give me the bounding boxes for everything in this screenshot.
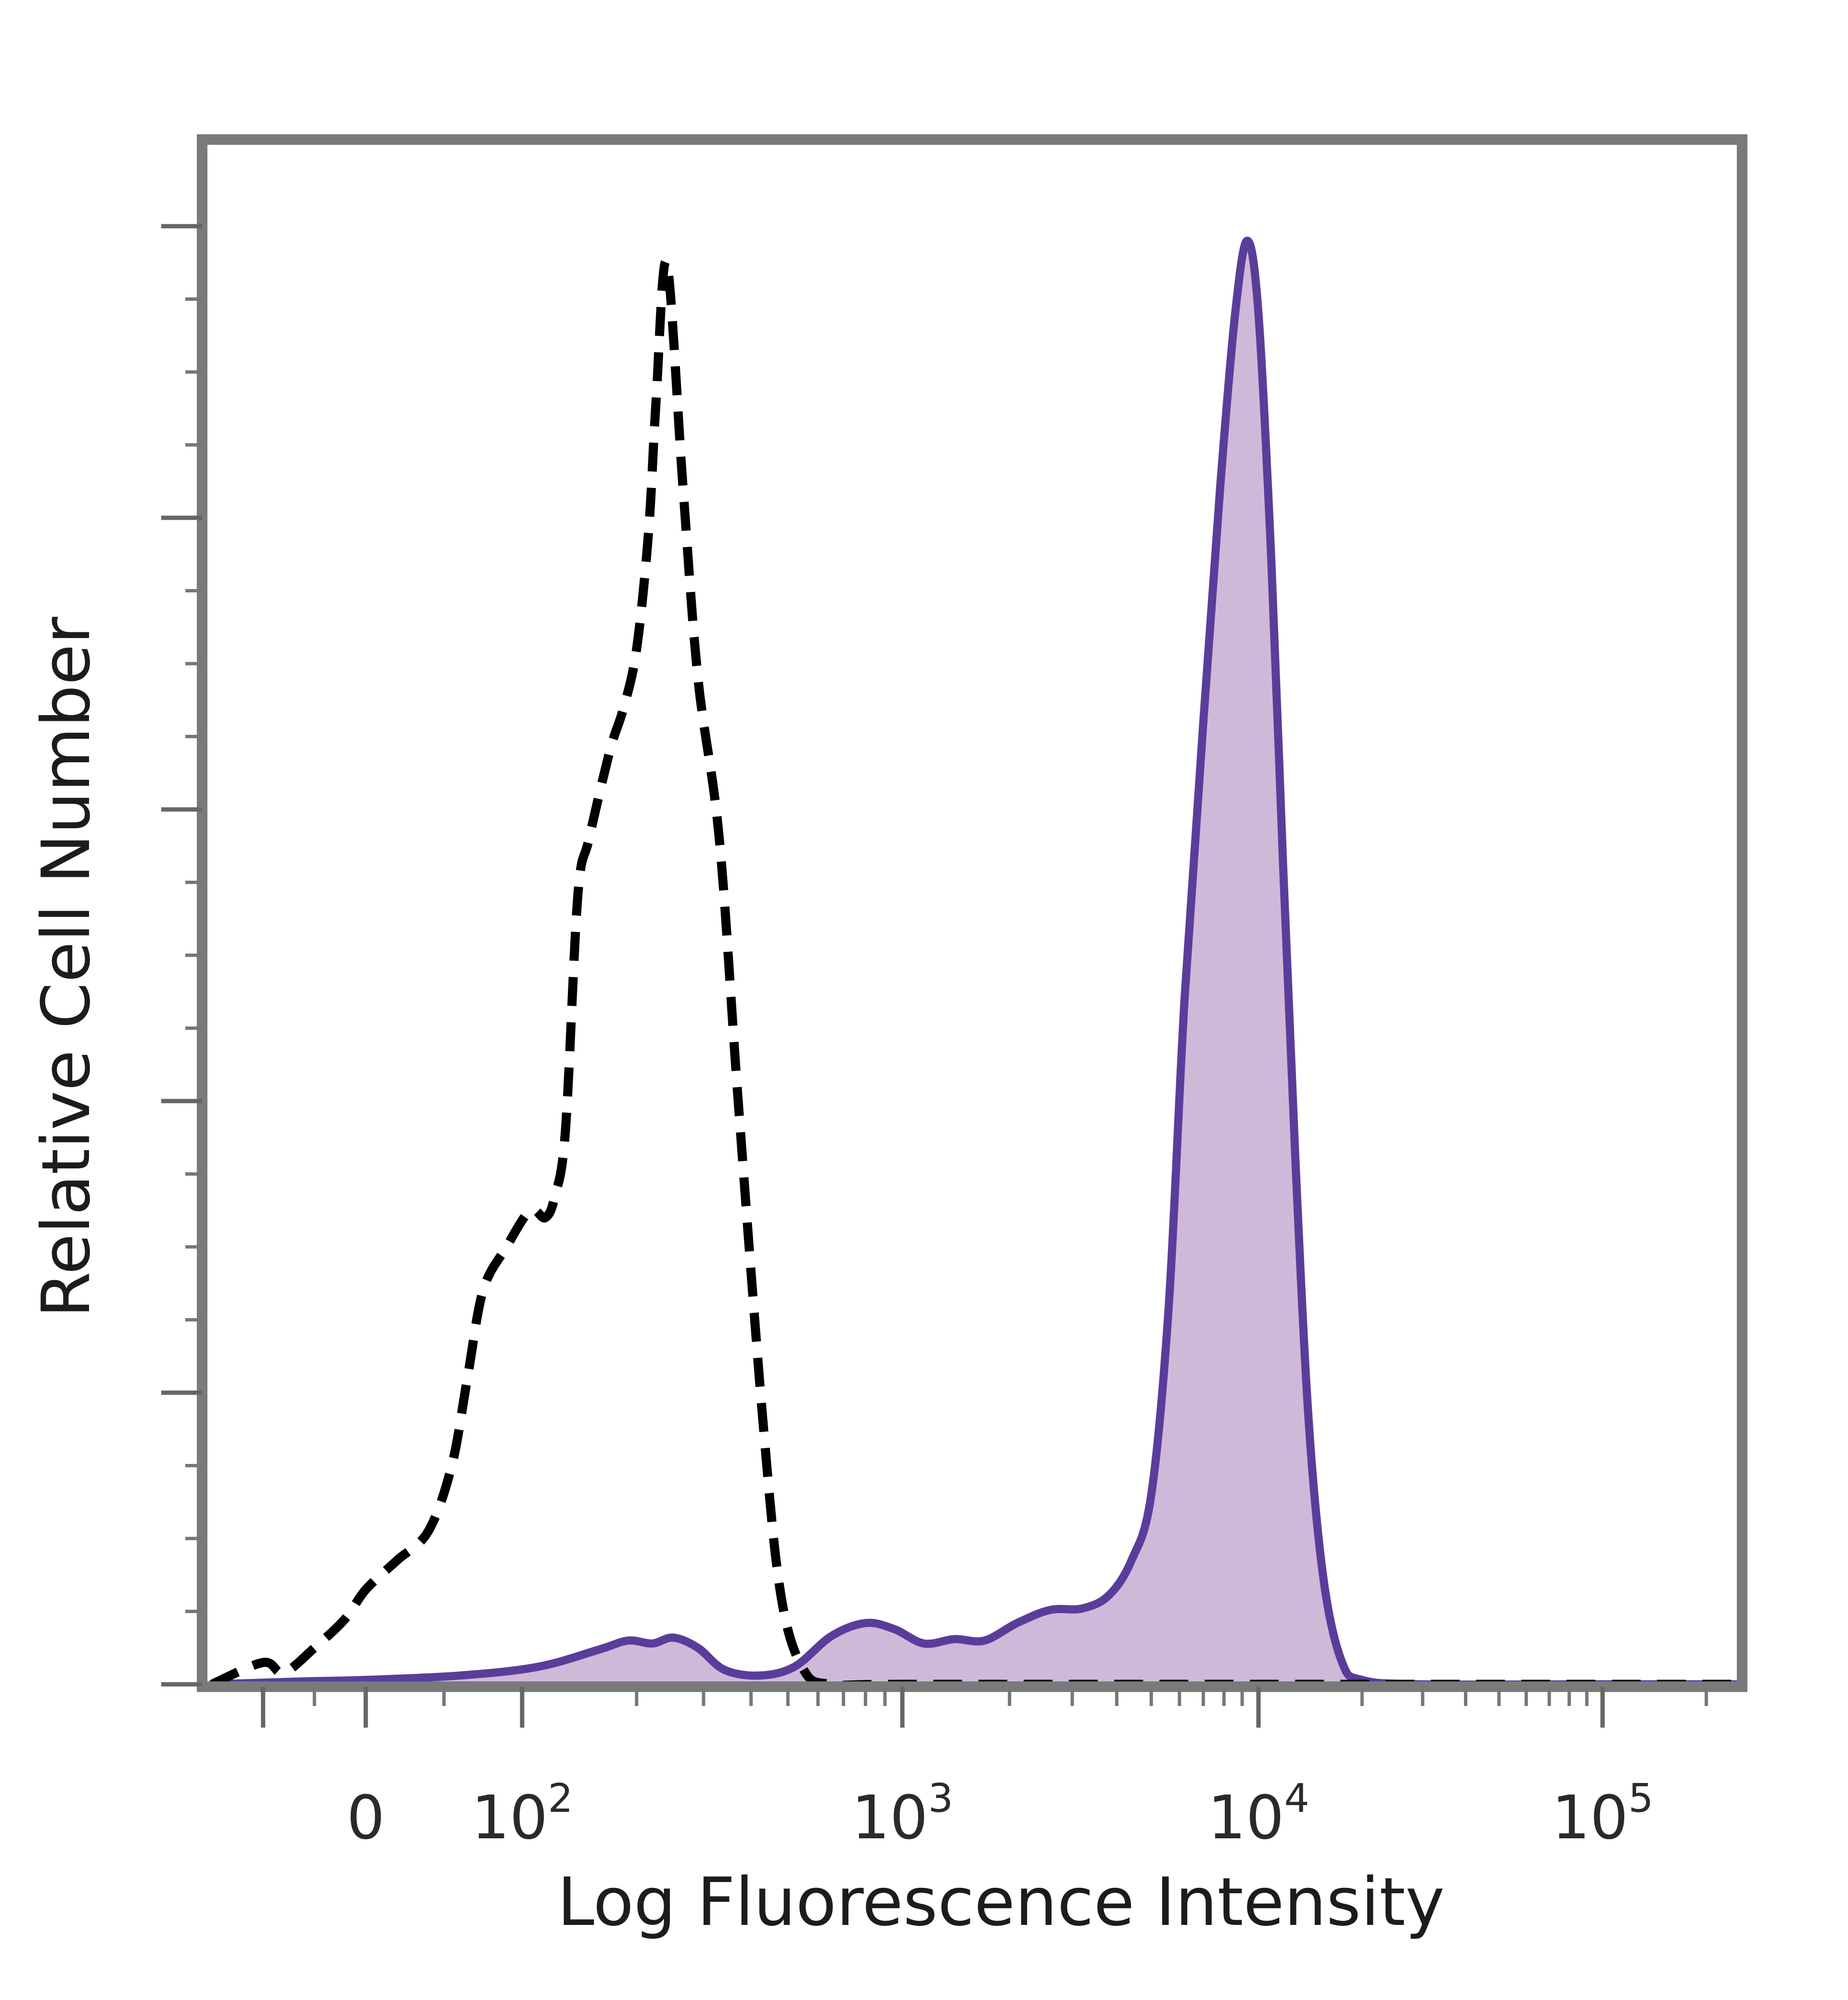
x-axis-title: Log Fluorescence Intensity bbox=[557, 1863, 1445, 1941]
plot-area bbox=[207, 236, 1744, 1690]
control-histogram-line bbox=[210, 256, 1740, 1690]
x-tick-exponent: 2 bbox=[548, 1776, 573, 1821]
stained-histogram-line bbox=[207, 236, 1744, 1689]
x-tick-label: 103 bbox=[851, 1776, 953, 1853]
x-tick-label: 104 bbox=[1207, 1776, 1309, 1853]
axis-ticks bbox=[161, 224, 1708, 1728]
x-tick-exponent: 5 bbox=[1628, 1776, 1653, 1821]
x-tick-exponent: 3 bbox=[928, 1776, 953, 1821]
x-tick-labels: 0 102 103 104 105 bbox=[346, 1776, 1653, 1853]
x-tick-label: 0 bbox=[346, 1783, 385, 1853]
stained-histogram-fill bbox=[212, 241, 1740, 1685]
y-axis-title: Relative Cell Number bbox=[27, 616, 105, 1318]
plot-frame bbox=[197, 134, 1747, 1692]
x-tick-label: 102 bbox=[471, 1776, 573, 1853]
x-tick-exponent: 4 bbox=[1284, 1776, 1309, 1821]
x-tick-label: 105 bbox=[1552, 1776, 1653, 1853]
